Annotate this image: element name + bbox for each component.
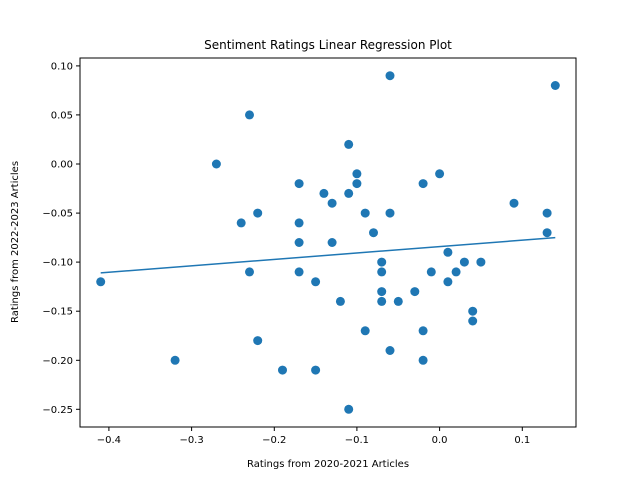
data-point [344, 188, 354, 198]
data-point [476, 257, 486, 267]
data-point [369, 228, 378, 238]
data-point [211, 159, 221, 169]
data-point [335, 296, 345, 306]
data-point [245, 110, 254, 120]
data-point [377, 267, 387, 277]
x-axis-ticks: −0.4 −0.3 −0.2 −0.1 0.0 0.1 [97, 427, 530, 446]
y-tick-label: 0.10 [51, 61, 73, 72]
data-point [294, 238, 304, 247]
data-point [319, 188, 329, 198]
data-point [352, 169, 362, 179]
data-point [170, 355, 180, 365]
y-axis-ticks: 0.10 0.05 0.00 −0.05 −0.10 −0.15 −0.20 −0.25 [42, 61, 80, 416]
data-point [377, 296, 387, 306]
data-point [459, 257, 469, 267]
data-point [385, 208, 395, 218]
data-point [344, 139, 354, 149]
data-points [96, 71, 560, 414]
y-tick-label: −0.10 [42, 258, 73, 269]
data-point [443, 277, 453, 287]
y-tick-label: −0.20 [42, 356, 73, 367]
data-point [410, 287, 420, 297]
data-point [294, 267, 304, 277]
data-point [253, 208, 263, 218]
data-point [418, 326, 428, 336]
data-point [96, 277, 106, 287]
data-point [542, 228, 552, 238]
x-tick-label: −0.3 [179, 435, 203, 446]
y-tick-label: 0.05 [51, 110, 73, 121]
x-tick-label: 0.0 [432, 435, 448, 446]
data-point [377, 287, 387, 297]
data-point [245, 267, 254, 277]
data-point [451, 267, 461, 277]
regression-line-group [100, 236, 556, 274]
data-point [311, 365, 321, 375]
data-point [468, 316, 478, 326]
data-point [393, 296, 403, 306]
data-point [278, 365, 287, 375]
x-tick-label: 0.1 [514, 435, 530, 446]
data-point [443, 247, 453, 257]
y-tick-label: −0.15 [42, 307, 73, 318]
data-point [327, 198, 337, 208]
data-point [327, 238, 337, 247]
data-point [418, 179, 428, 189]
data-point [236, 218, 246, 228]
x-tick-label: −0.2 [262, 435, 286, 446]
data-point [550, 81, 560, 90]
chart-title: Sentiment Ratings Linear Regression Plot [204, 38, 452, 52]
data-point [344, 404, 354, 414]
data-point [294, 218, 304, 228]
data-point [509, 198, 519, 208]
data-point [294, 179, 304, 189]
data-point [385, 71, 395, 81]
y-tick-label: −0.05 [42, 209, 73, 220]
data-point [418, 355, 428, 365]
data-point [385, 346, 395, 355]
y-tick-label: −0.25 [42, 405, 73, 416]
x-tick-label: −0.4 [97, 435, 121, 446]
data-point [426, 267, 436, 277]
y-axis-label: Ratings from 2022-2023 Articles [10, 161, 21, 323]
data-point [253, 336, 263, 346]
data-point [311, 277, 321, 287]
y-tick-label: 0.00 [51, 160, 73, 171]
regression-line [100, 236, 556, 274]
data-point [360, 208, 370, 218]
data-point [377, 257, 387, 267]
x-axis-label: Ratings from 2020-2021 Articles [247, 459, 409, 470]
data-point [435, 169, 445, 179]
data-point [360, 326, 370, 336]
data-point [542, 208, 552, 218]
data-point [352, 179, 362, 189]
data-point [468, 306, 478, 316]
plot-area-frame [79, 57, 577, 428]
x-tick-label: −0.1 [345, 435, 369, 446]
